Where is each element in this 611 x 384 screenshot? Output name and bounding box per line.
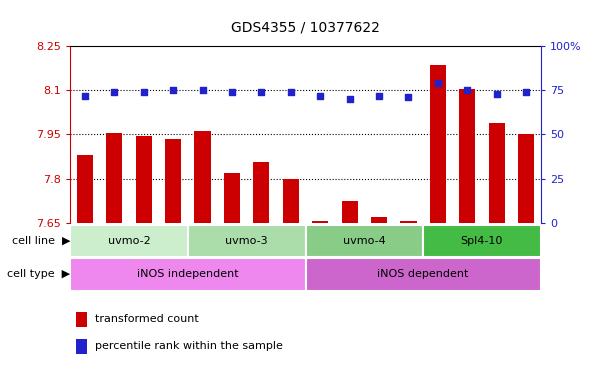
Point bbox=[433, 80, 443, 86]
Bar bbox=[106, 133, 122, 223]
Text: iNOS dependent: iNOS dependent bbox=[378, 269, 469, 280]
Text: iNOS independent: iNOS independent bbox=[137, 269, 239, 280]
Text: uvmo-3: uvmo-3 bbox=[225, 236, 268, 246]
Bar bbox=[77, 155, 93, 223]
Bar bbox=[400, 221, 417, 223]
Bar bbox=[312, 221, 328, 223]
Point bbox=[139, 89, 148, 95]
Bar bbox=[165, 139, 181, 223]
Bar bbox=[254, 162, 269, 223]
Text: percentile rank within the sample: percentile rank within the sample bbox=[95, 341, 282, 351]
Point bbox=[345, 96, 354, 102]
Bar bbox=[136, 136, 152, 223]
Bar bbox=[518, 134, 534, 223]
Bar bbox=[306, 225, 423, 257]
Point bbox=[374, 93, 384, 99]
Point bbox=[257, 89, 266, 95]
Bar bbox=[70, 225, 188, 257]
Bar bbox=[423, 225, 541, 257]
Point bbox=[109, 89, 119, 95]
Point bbox=[492, 91, 502, 97]
Text: Spl4-10: Spl4-10 bbox=[461, 236, 503, 246]
Bar bbox=[459, 89, 475, 223]
Bar bbox=[306, 258, 541, 291]
Bar bbox=[371, 217, 387, 223]
Point bbox=[168, 87, 178, 93]
Text: cell line  ▶: cell line ▶ bbox=[12, 236, 70, 246]
Point bbox=[403, 94, 413, 100]
Point bbox=[286, 89, 296, 95]
Bar bbox=[489, 122, 505, 223]
Bar bbox=[188, 225, 306, 257]
Bar bbox=[342, 200, 357, 223]
Bar bbox=[194, 131, 211, 223]
Bar bbox=[283, 179, 299, 223]
Point bbox=[227, 89, 237, 95]
Text: GDS4355 / 10377622: GDS4355 / 10377622 bbox=[231, 21, 380, 35]
Point bbox=[198, 87, 208, 93]
Point bbox=[315, 93, 325, 99]
Text: uvmo-4: uvmo-4 bbox=[343, 236, 386, 246]
Bar bbox=[224, 173, 240, 223]
Bar bbox=[430, 65, 446, 223]
Point bbox=[521, 89, 531, 95]
Point bbox=[80, 93, 90, 99]
Text: cell type  ▶: cell type ▶ bbox=[7, 269, 70, 280]
Bar bbox=[70, 258, 306, 291]
Text: uvmo-2: uvmo-2 bbox=[108, 236, 150, 246]
Text: transformed count: transformed count bbox=[95, 314, 199, 324]
Point bbox=[463, 87, 472, 93]
